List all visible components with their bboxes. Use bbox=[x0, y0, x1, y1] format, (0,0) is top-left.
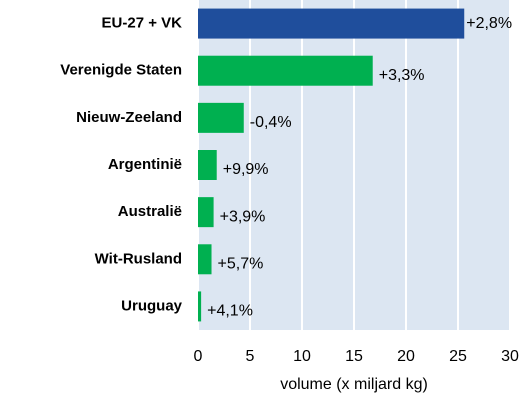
y-tick-label: Australië bbox=[118, 203, 182, 220]
x-tick-label: 5 bbox=[246, 348, 255, 365]
data-annotation: +5,7% bbox=[218, 256, 264, 273]
x-tick-label: 30 bbox=[501, 348, 519, 365]
bar bbox=[198, 55, 373, 86]
x-tick-label: 0 bbox=[194, 348, 203, 365]
bar bbox=[198, 8, 465, 39]
y-tick-label: Nieuw-Zeeland bbox=[76, 109, 182, 126]
x-tick-label: 15 bbox=[345, 348, 363, 365]
y-tick-label: Uruguay bbox=[121, 297, 183, 314]
data-annotation: +2,8% bbox=[466, 15, 512, 32]
x-tick-label: 25 bbox=[449, 348, 467, 365]
data-annotation: -0,4% bbox=[250, 114, 292, 131]
data-annotation: +3,9% bbox=[220, 208, 266, 225]
y-tick-label: Wit-Rusland bbox=[95, 250, 182, 267]
bar bbox=[198, 244, 212, 275]
y-tick-label: Argentinië bbox=[108, 156, 182, 173]
x-tick-label: 20 bbox=[397, 348, 415, 365]
x-axis-title: volume (x miljard kg) bbox=[280, 376, 428, 393]
y-tick-label: EU-27 + VK bbox=[102, 15, 183, 32]
bar bbox=[198, 291, 202, 322]
data-annotation: +3,3% bbox=[379, 67, 425, 84]
data-annotation: +9,9% bbox=[223, 161, 269, 178]
y-tick-label: Verenigde Staten bbox=[60, 62, 182, 79]
x-tick-label: 10 bbox=[293, 348, 311, 365]
data-annotation: +4,1% bbox=[207, 303, 253, 320]
bar bbox=[198, 102, 244, 133]
bar bbox=[198, 150, 217, 180]
bar bbox=[198, 197, 214, 228]
